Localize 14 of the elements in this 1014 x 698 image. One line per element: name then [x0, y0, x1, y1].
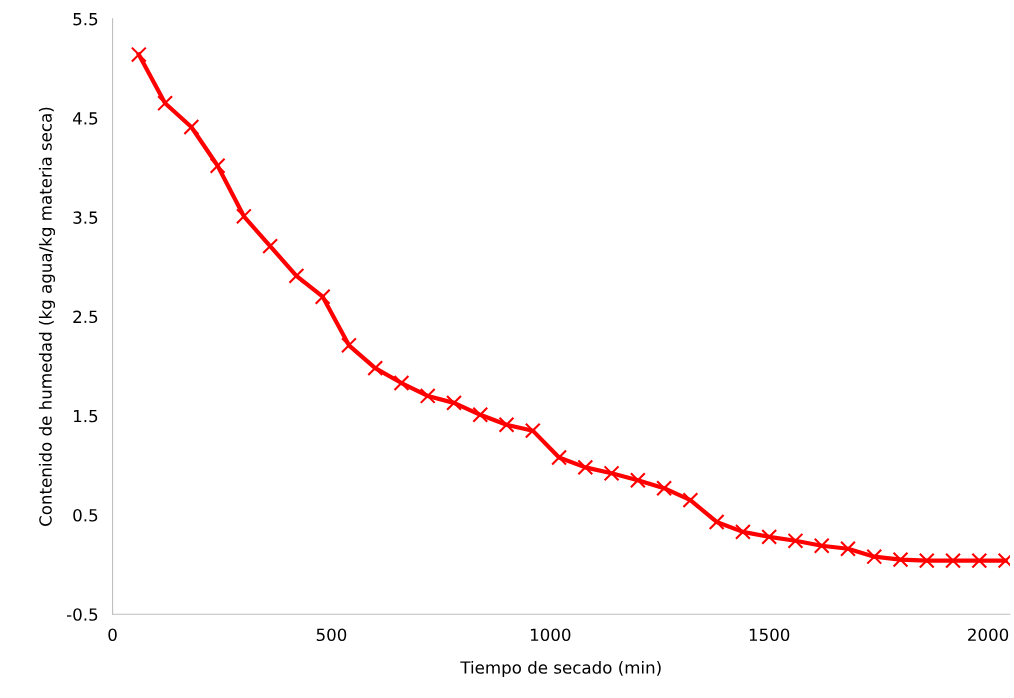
y-tick-label: 3.5: [73, 211, 98, 224]
y-tick-label: 5.5: [73, 13, 98, 26]
y-tick-label: 0.5: [73, 508, 98, 522]
x-tick-label: 1500: [749, 628, 790, 642]
y-axis-title: Contenido de humedad (kg agua/kg materia seca): [38, 107, 56, 526]
y-tick-label: 4.5: [72, 112, 98, 125]
x-tick-label: 1000: [530, 628, 571, 642]
x-tick-label: 0: [108, 628, 117, 642]
x-tick-label: 500: [316, 628, 347, 642]
x-tick-label: 2000: [968, 628, 1009, 642]
x-axis-title: Tiempo de secado (min): [460, 660, 661, 678]
y-tick-label: 2.5: [73, 310, 98, 324]
y-tick-label: -0.5: [66, 608, 98, 621]
y-tick-label: 1.5: [73, 409, 98, 423]
